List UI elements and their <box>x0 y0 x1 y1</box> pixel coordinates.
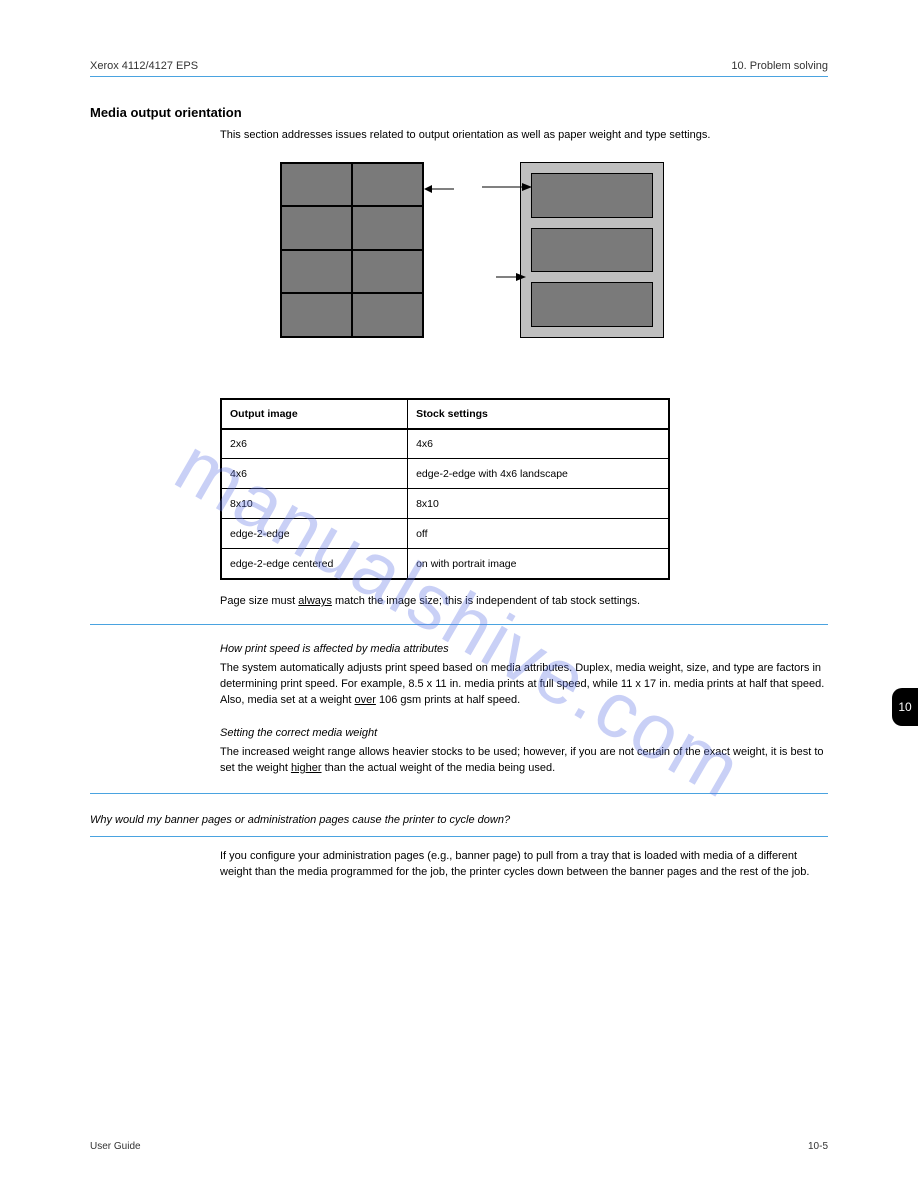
grid-cell <box>352 293 423 337</box>
table-cell: on with portrait image <box>408 549 669 579</box>
header-left: Xerox 4112/4127 EPS <box>90 60 198 72</box>
header-right: 10. Problem solving <box>731 60 828 72</box>
table-header: Stock settings <box>408 399 669 429</box>
figure-right-block <box>520 162 664 338</box>
qa-block: Why would my banner pages or administrat… <box>90 814 828 881</box>
section-intro: This section addresses issues related to… <box>220 128 828 144</box>
footer-right: 10-5 <box>808 1141 828 1152</box>
table-cell: 4x6 <box>221 459 408 489</box>
subsection-para: The system automatically adjusts print s… <box>220 661 828 709</box>
header-rule <box>90 76 828 77</box>
table-cell: edge-2-edge with 4x6 landscape <box>408 459 669 489</box>
table-cell: edge-2-edge <box>221 519 408 549</box>
table-cell: 2x6 <box>221 429 408 459</box>
note-text-after: match the image size; this is independen… <box>332 595 640 607</box>
subsection-lead: Setting the correct media weight <box>220 727 828 739</box>
question-text: Why would my banner pages or administrat… <box>90 814 828 826</box>
subsection-lead: How print speed is affected by media att… <box>220 643 828 655</box>
figure-left-block <box>280 162 424 338</box>
table-header: Output image <box>221 399 408 429</box>
table-cell: off <box>408 519 669 549</box>
table-row: edge-2-edge off <box>221 519 669 549</box>
grid-cell <box>281 163 352 207</box>
label-tile <box>531 282 653 327</box>
rule <box>90 793 828 794</box>
label-tile <box>531 173 653 218</box>
chapter-tab: 10 <box>892 688 918 726</box>
para-before: The system automatically adjusts print s… <box>220 662 824 706</box>
grid-cell <box>352 250 423 294</box>
table-row: edge-2-edge centered on with portrait im… <box>221 549 669 579</box>
note-text-before: Page size must <box>220 595 298 607</box>
para-after: 106 gsm prints at half speed. <box>376 694 520 706</box>
para-after: than the actual weight of the media bein… <box>322 762 556 774</box>
arrow-right-top <box>482 182 532 192</box>
para-underlined: higher <box>291 762 322 774</box>
para-underlined: over <box>355 694 376 706</box>
table-cell: 8x10 <box>408 489 669 519</box>
grid-cell <box>281 250 352 294</box>
grid-cell <box>352 206 423 250</box>
rule <box>90 836 828 837</box>
arrow-right-bottom <box>496 272 526 282</box>
grid-cell <box>352 163 423 207</box>
answer-text: If you configure your administration pag… <box>220 849 828 881</box>
subsection-para: The increased weight range allows heavie… <box>220 745 828 777</box>
table-cell: edge-2-edge centered <box>221 549 408 579</box>
rule <box>90 624 828 625</box>
section-title: Media output orientation <box>90 105 828 120</box>
output-settings-table: Output image Stock settings 2x6 4x6 4x6 … <box>220 398 670 580</box>
grid-cell <box>281 206 352 250</box>
table-row: 2x6 4x6 <box>221 429 669 459</box>
subsection-print-speed: How print speed is affected by media att… <box>90 643 828 709</box>
figure: Output image is edge to edge. Output ima… <box>220 162 828 362</box>
footer-left: User Guide <box>90 1141 141 1152</box>
table-row: 8x10 8x10 <box>221 489 669 519</box>
table-cell: 4x6 <box>408 429 669 459</box>
subsection-media-weight: Setting the correct media weight The inc… <box>90 727 828 777</box>
table-cell: 8x10 <box>221 489 408 519</box>
grid-cell <box>281 293 352 337</box>
label-tile <box>531 228 653 273</box>
note-underlined: always <box>298 595 332 607</box>
table-row: 4x6 edge-2-edge with 4x6 landscape <box>221 459 669 489</box>
page-size-note: Page size must always match the image si… <box>220 594 828 610</box>
arrow-left <box>424 184 454 194</box>
